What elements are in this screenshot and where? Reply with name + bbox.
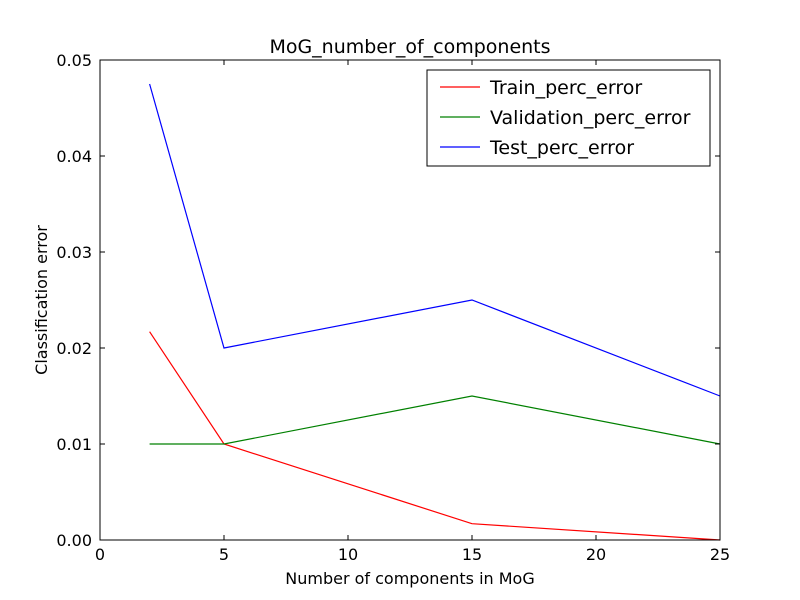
x-axis-label: Number of components in MoG (285, 569, 534, 588)
chart-title: MoG_number_of_components (269, 36, 550, 58)
x-tick-label: 20 (586, 545, 606, 564)
y-tick-label: 0.03 (56, 243, 92, 262)
x-tick-label: 10 (338, 545, 358, 564)
series-line-3 (149, 83, 721, 397)
legend-label-1: Train_perc_error (489, 77, 642, 99)
y-tick-label: 0.04 (56, 147, 92, 166)
series-lines (149, 83, 721, 541)
y-tick-label: 0.01 (56, 435, 92, 454)
y-tick-label: 0.00 (56, 531, 92, 550)
x-tick-label: 15 (462, 545, 482, 564)
legend-label-3: Test_perc_error (489, 137, 634, 159)
plot-frame (99, 59, 721, 541)
series-line-2 (149, 395, 721, 445)
x-tick-label: 0 (95, 545, 105, 564)
axis-ticks: 0 5 10 15 20 25 0.00 0.01 0.02 0.03 0.04 0.05 (56, 51, 730, 564)
x-tick-label: 5 (219, 545, 229, 564)
y-tick-label: 0.02 (56, 339, 92, 358)
series-line-1 (149, 331, 721, 541)
y-axis-label: Classification error (32, 225, 51, 375)
legend-box (426, 69, 711, 167)
y-tick-label: 0.05 (56, 51, 92, 70)
legend: Train_perc_error Validation_perc_error Tes… (426, 69, 711, 167)
legend-label-2: Validation_perc_error (490, 107, 691, 129)
x-tick-label: 25 (710, 545, 730, 564)
